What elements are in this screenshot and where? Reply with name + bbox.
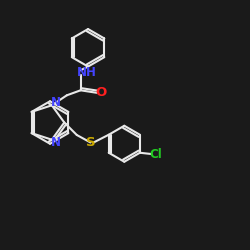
Text: N: N bbox=[50, 96, 60, 109]
Text: S: S bbox=[86, 136, 95, 149]
Text: NH: NH bbox=[77, 66, 97, 79]
Text: N: N bbox=[50, 136, 60, 149]
Text: O: O bbox=[95, 86, 106, 99]
Text: Cl: Cl bbox=[150, 148, 162, 160]
